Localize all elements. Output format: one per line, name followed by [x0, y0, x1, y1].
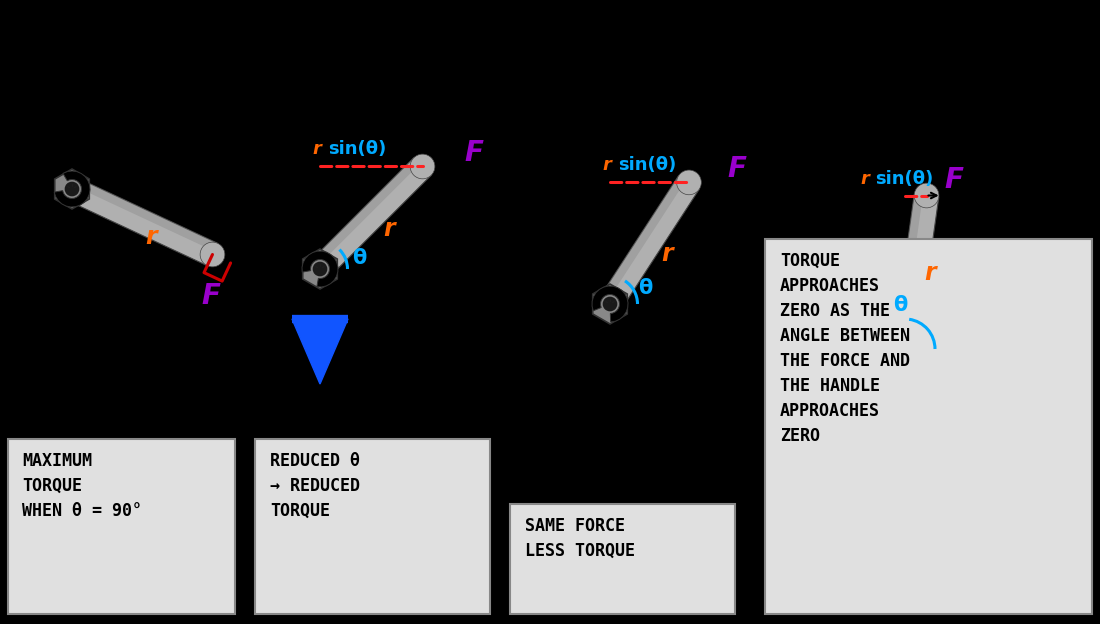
Text: F: F: [201, 282, 220, 310]
Text: MAXIMUM
TORQUE
WHEN θ = 90°: MAXIMUM TORQUE WHEN θ = 90°: [22, 452, 142, 520]
Polygon shape: [893, 194, 938, 351]
Text: F: F: [464, 140, 484, 167]
Text: TORQUE
APPROACHES
ZERO AS THE
ANGLE BETWEEN
THE FORCE AND
THE HANDLE
APPROACHES
: TORQUE APPROACHES ZERO AS THE ANGLE BETW…: [780, 252, 910, 445]
Polygon shape: [592, 286, 628, 322]
Polygon shape: [593, 284, 627, 324]
Text: r: r: [312, 140, 321, 158]
Text: r: r: [383, 217, 395, 241]
FancyBboxPatch shape: [510, 504, 735, 614]
Circle shape: [200, 242, 224, 267]
Text: θ: θ: [638, 278, 652, 298]
Text: θ: θ: [352, 248, 366, 268]
Polygon shape: [302, 249, 338, 289]
Text: θ: θ: [893, 295, 907, 315]
Text: sin(θ): sin(θ): [328, 140, 386, 158]
Polygon shape: [600, 176, 686, 302]
Text: sin(θ): sin(θ): [874, 170, 933, 187]
FancyBboxPatch shape: [8, 439, 235, 614]
Polygon shape: [311, 158, 420, 266]
Circle shape: [914, 183, 939, 208]
Text: REDUCED θ
→ REDUCED
TORQUE: REDUCED θ → REDUCED TORQUE: [270, 452, 360, 520]
Text: F: F: [727, 155, 746, 183]
Polygon shape: [302, 251, 338, 287]
Text: r: r: [924, 261, 936, 285]
Polygon shape: [893, 194, 923, 348]
Polygon shape: [67, 178, 218, 266]
Polygon shape: [888, 329, 922, 369]
Text: sin(θ): sin(θ): [618, 157, 676, 174]
FancyBboxPatch shape: [255, 439, 490, 614]
Polygon shape: [292, 319, 348, 384]
Circle shape: [899, 343, 912, 356]
Text: r: r: [860, 170, 869, 187]
Text: F: F: [945, 165, 964, 193]
Text: r: r: [145, 225, 156, 249]
Circle shape: [603, 298, 617, 311]
Circle shape: [676, 170, 702, 195]
Polygon shape: [887, 331, 923, 365]
Text: r: r: [602, 157, 610, 174]
Polygon shape: [54, 171, 90, 207]
Polygon shape: [311, 158, 431, 278]
Polygon shape: [600, 176, 700, 311]
Text: r: r: [661, 242, 672, 266]
FancyBboxPatch shape: [764, 239, 1092, 614]
Circle shape: [65, 182, 79, 196]
Circle shape: [314, 262, 327, 276]
Polygon shape: [74, 178, 218, 251]
Text: SAME FORCE
LESS TORQUE: SAME FORCE LESS TORQUE: [525, 517, 635, 560]
Circle shape: [410, 154, 435, 179]
Polygon shape: [55, 169, 89, 209]
